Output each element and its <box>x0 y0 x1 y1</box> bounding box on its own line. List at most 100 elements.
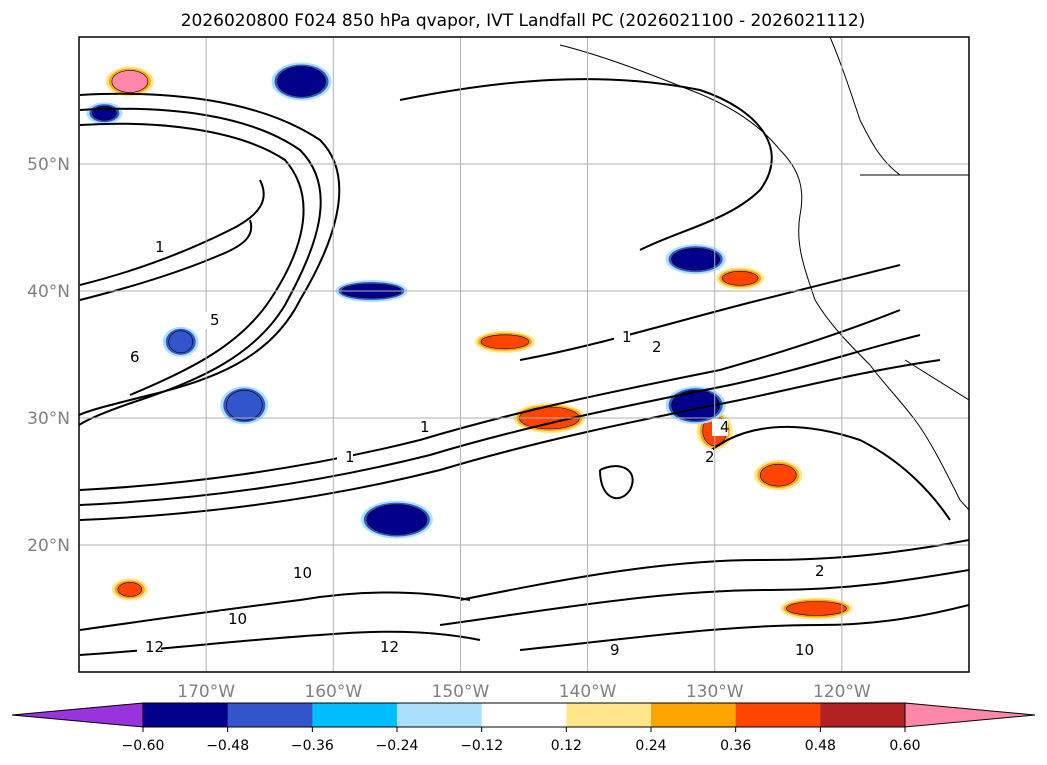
contour-label: 4 <box>720 418 730 436</box>
colorbar-tick-label: 0.48 <box>805 738 836 754</box>
contour-line <box>699 425 951 521</box>
contour-label-bg <box>697 449 713 466</box>
x-tick-label: 160°W <box>304 682 362 702</box>
contour-label: 1 <box>345 448 355 466</box>
anomaly-region <box>671 247 720 271</box>
colorbar-segment <box>566 703 652 727</box>
y-axis-ticks: 20°N 30°N 40°N 50°N <box>27 155 70 556</box>
colorbar-tick-label: 0.24 <box>635 738 666 754</box>
colorbar-segment <box>820 703 906 727</box>
y-tick-label: 20°N <box>27 536 70 556</box>
contour-label: 2 <box>652 338 662 356</box>
contour-label: 1 <box>420 418 430 436</box>
contour-line <box>79 107 322 426</box>
y-tick-label: 30°N <box>27 409 70 429</box>
contour-line <box>599 465 634 500</box>
colorbar-tick-label: −0.48 <box>206 738 249 754</box>
ivt-contour-layer <box>79 78 969 656</box>
contour-label-bg <box>644 339 660 356</box>
contour-label: 5 <box>210 311 220 329</box>
border-line <box>904 359 969 401</box>
y-tick-label: 40°N <box>27 282 70 302</box>
anomaly-region <box>225 389 263 421</box>
x-tick-label: 170°W <box>177 682 235 702</box>
colorbar-extend-high <box>904 702 1036 728</box>
colorbar-tick-label: −0.60 <box>122 738 165 754</box>
anomaly-region <box>480 334 530 350</box>
anomaly-fill-layer <box>86 62 853 620</box>
contour-label-bg <box>147 239 163 256</box>
anomaly-region <box>721 270 759 286</box>
contour-label-bg <box>337 449 353 466</box>
contour-label: 1 <box>622 328 632 346</box>
contour-label-bg <box>787 642 811 659</box>
colorbar-segment <box>735 703 821 727</box>
colorbar-tick-label: −0.24 <box>376 738 419 754</box>
contour-line <box>79 92 341 416</box>
colorbar-segment <box>312 703 398 727</box>
colorbar-segment <box>143 703 229 727</box>
contour-label-bg <box>202 312 218 329</box>
colorbar-segment <box>397 703 483 727</box>
contour-line <box>79 219 253 301</box>
contour-line <box>79 179 265 286</box>
colorbar-tick-label: 0.60 <box>889 738 920 754</box>
contour-label: 9 <box>610 641 620 659</box>
contour-label-bg <box>285 565 309 582</box>
gridlines <box>79 37 969 672</box>
map-border <box>78 36 970 673</box>
anomaly-region <box>111 70 149 93</box>
contour-label: 10 <box>795 641 814 659</box>
contour-label-bg <box>372 639 396 656</box>
contour-label-bg <box>412 419 428 436</box>
colorbar-tick-label: −0.12 <box>460 738 503 754</box>
contour-line <box>459 539 969 601</box>
anomaly-region <box>366 504 428 535</box>
contour-line <box>79 334 921 506</box>
contour-label-bg <box>137 639 161 656</box>
anomaly-region <box>117 582 143 597</box>
contour-label: 12 <box>380 638 399 656</box>
contour-label: 10 <box>293 564 312 582</box>
contour-label-bg <box>220 611 244 628</box>
colorbar-tick-label: 0.36 <box>720 738 751 754</box>
anomaly-region <box>671 389 720 421</box>
contour-line <box>439 569 969 626</box>
x-tick-label: 140°W <box>559 682 617 702</box>
contour-line <box>519 604 969 651</box>
anomaly-region <box>277 66 326 97</box>
colorbar-tick-label: −0.36 <box>291 738 334 754</box>
contour-label-bg <box>807 563 823 580</box>
x-tick-label: 150°W <box>432 682 490 702</box>
y-tick-label: 50°N <box>27 155 70 175</box>
contour-line <box>79 591 471 631</box>
contour-label-bg <box>614 329 630 346</box>
x-tick-label: 120°W <box>813 682 871 702</box>
anomaly-region <box>786 601 847 616</box>
contour-line <box>79 122 305 396</box>
chart-title: 2026020800 F024 850 hPa qvapor, IVT Land… <box>181 11 866 31</box>
colorbar-tick-label: 0.12 <box>551 738 582 754</box>
contour-label: 1 <box>155 238 165 256</box>
contour-label: 10 <box>228 610 247 628</box>
colorbar-frame <box>142 702 906 728</box>
colorbar-segment <box>227 703 313 727</box>
colorbar-extend-low <box>11 702 144 728</box>
contour-line <box>79 359 941 521</box>
contour-line <box>79 309 901 491</box>
contour-label: 2 <box>705 448 715 466</box>
anomaly-region <box>759 463 797 487</box>
contour-label-bg <box>712 419 728 436</box>
contour-label: 12 <box>145 638 164 656</box>
x-tick-label: 130°W <box>686 682 744 702</box>
contour-label-bg <box>602 642 618 659</box>
colorbar-segment <box>651 703 737 727</box>
colorbar-segment <box>481 703 567 727</box>
contour-line <box>399 78 773 251</box>
x-axis-ticks: 170°W 160°W 150°W 140°W 130°W 120°W <box>177 682 871 702</box>
anomaly-region <box>168 330 194 354</box>
contour-label-bg <box>122 349 138 366</box>
